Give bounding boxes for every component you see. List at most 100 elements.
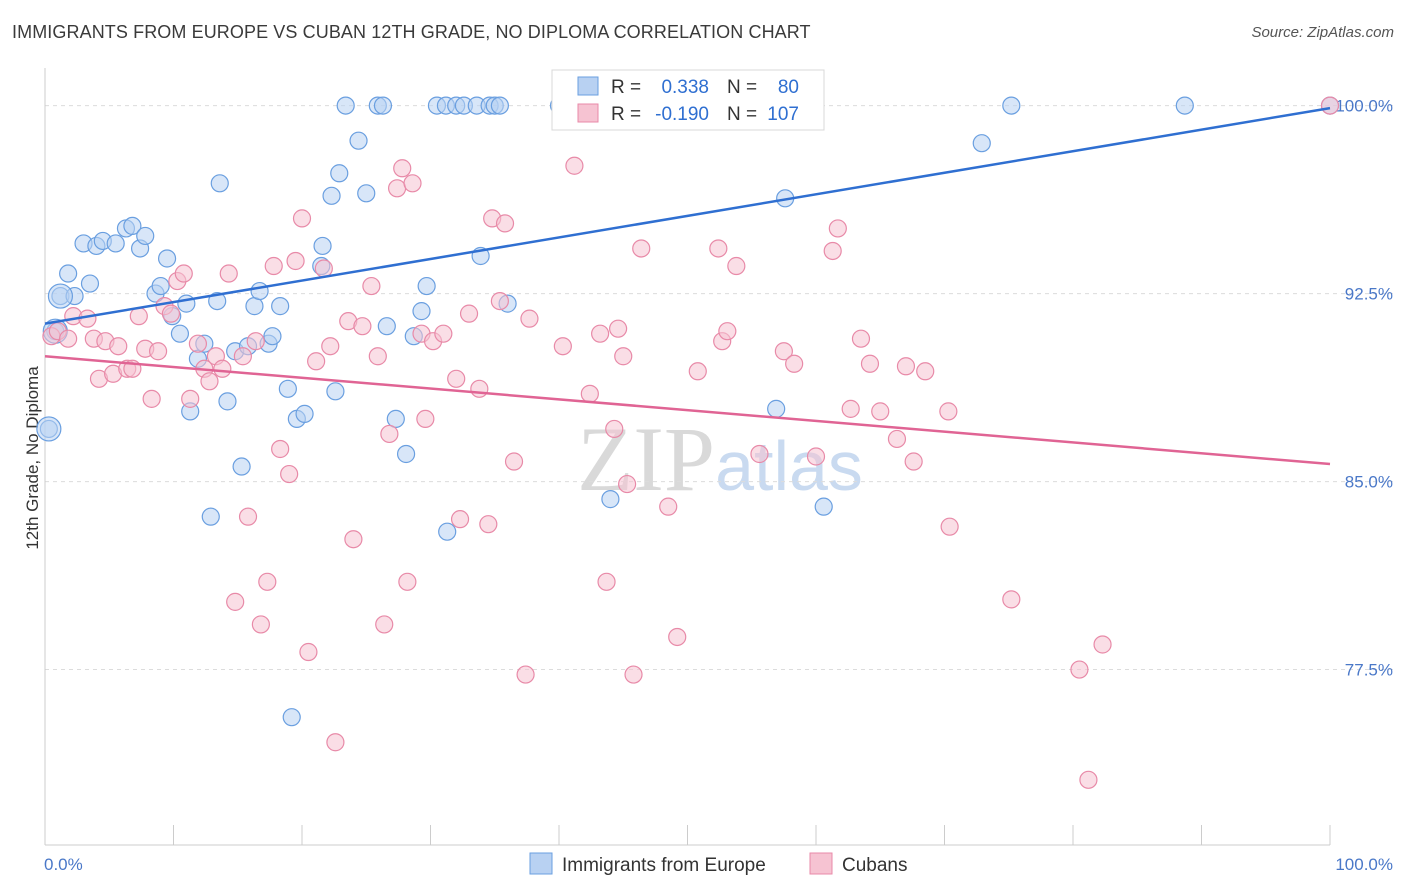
data-point [459,304,479,323]
data-point [814,497,833,516]
data-point [972,134,991,153]
chart-title: IMMIGRANTS FROM EUROPE VS CUBAN 12TH GRA… [12,22,811,42]
legend-r-value: -0.190 [655,104,709,125]
legend-n-label: N = [727,104,757,125]
data-point [233,347,252,366]
data-point [412,302,431,321]
data-point [349,131,368,150]
x-tick-label-left: 0.0% [44,855,83,874]
data-point [344,530,363,549]
data-point [393,159,412,178]
data-point [322,186,341,205]
legend-r-label: R = [611,104,641,125]
data-point [326,382,345,401]
data-point [123,216,142,236]
data-point [307,352,326,371]
data-point [774,342,793,361]
data-point [767,399,786,418]
data-point [161,304,181,323]
data-point [357,184,376,203]
cuban-points [42,96,1340,789]
data-point [490,292,509,311]
data-point [109,337,128,356]
data-point [632,239,651,258]
data-point [896,357,916,376]
data-point [871,402,890,421]
data-point [373,96,393,115]
data-point [151,276,170,296]
data-point [136,226,155,246]
data-point [841,399,860,418]
data-point [1093,635,1112,654]
data-point [591,324,610,343]
data-point [282,708,301,727]
data-point [210,174,229,193]
data-point [565,156,584,175]
data-point [416,409,435,429]
watermark: ZIPatlas [577,408,863,510]
series-legend-swatch [809,852,833,875]
data-point [386,409,405,429]
y-tick-label: 100.0% [1335,97,1393,116]
data-point [601,490,620,509]
data-point [688,362,707,381]
data-point [659,497,678,516]
data-point [321,337,340,356]
legend-r-value: 0.338 [661,77,709,98]
data-point [1070,660,1089,679]
legend-swatch [577,76,599,96]
data-point [490,96,509,115]
data-point [280,464,299,484]
data-point [250,281,269,301]
data-point [624,665,643,684]
series-legend-label: Cubans [842,855,908,876]
data-point [727,256,746,276]
data-point-large [36,416,62,442]
data-point [295,404,314,423]
data-point [208,292,227,311]
data-point [940,517,959,536]
data-point [80,274,100,293]
y-axis-title: 12th Grade, No Diploma [23,366,42,550]
data-point [200,372,219,391]
data-point [213,359,232,378]
data-point [470,379,489,398]
europe-trend-line [44,106,1331,325]
data-point [609,319,628,338]
cuban-trend-line [44,354,1331,466]
data-point [1175,96,1194,115]
data-point [174,264,193,283]
data-point [313,236,332,256]
data-point [828,219,847,238]
data-point [495,214,515,233]
legend-r-label: R = [611,77,641,98]
data-point [271,439,290,459]
data-point [396,444,416,464]
data-point [553,337,572,356]
data-point [368,347,387,366]
data-point [709,239,728,258]
data-point [904,452,923,471]
data-point [403,174,422,193]
data-point [238,507,258,526]
data-point [330,164,349,183]
data-point [157,249,177,268]
data-point [375,615,394,634]
data-point [170,324,190,343]
data-point [219,264,238,283]
data-point [142,389,161,408]
data-point [887,429,907,449]
x-tick-label-right: 100.0% [1335,855,1393,874]
data-point [264,256,283,276]
y-tick-label: 85.0% [1345,473,1393,492]
data-point [479,515,498,534]
data-point [263,327,282,346]
stats-legend: R = 0.338 N = 80 R = -0.190 N = 107 [551,69,825,131]
data-point [245,297,264,316]
chart-source: Source: ZipAtlas.com [1251,24,1394,41]
legend-n-label: N = [727,77,757,98]
data-point [336,96,355,115]
series-legend: Immigrants from Europe Cubans [529,852,908,876]
y-tick-label: 92.5% [1345,285,1393,304]
